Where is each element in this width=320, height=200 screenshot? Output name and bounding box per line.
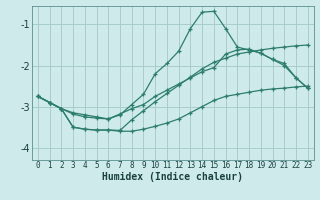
X-axis label: Humidex (Indice chaleur): Humidex (Indice chaleur) bbox=[102, 172, 243, 182]
